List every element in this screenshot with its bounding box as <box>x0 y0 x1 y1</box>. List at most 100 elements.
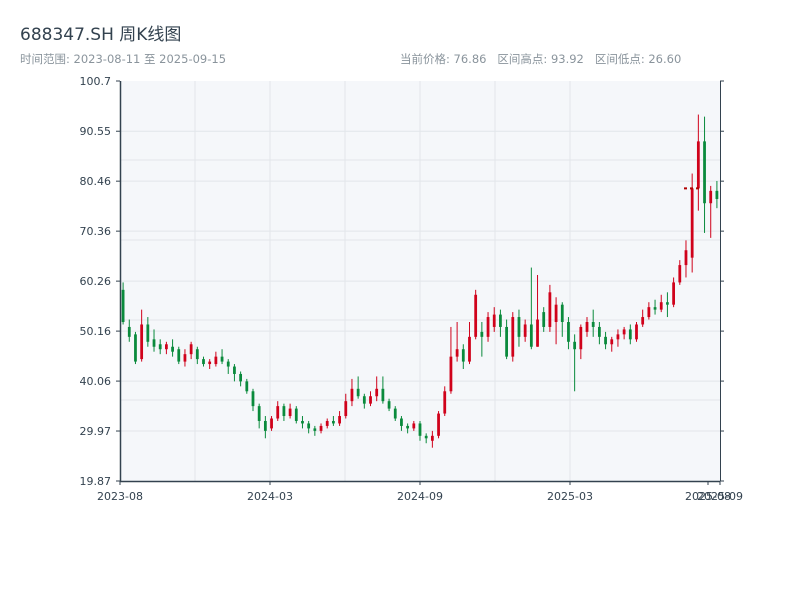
candle-down <box>560 302 564 337</box>
candle-up <box>536 274 539 347</box>
candle-body <box>257 406 261 421</box>
candle-body <box>177 349 181 362</box>
chart-title: 688347.SH 周K线图 <box>20 25 181 45</box>
candle-down <box>604 331 607 350</box>
candle-body <box>146 324 150 342</box>
candle-up <box>319 423 323 434</box>
candle-body <box>412 423 416 429</box>
candle-body <box>362 396 366 404</box>
candle-up <box>375 376 379 402</box>
y-tick-label: 90.55 <box>80 125 112 138</box>
candle-body <box>709 190 713 204</box>
candle-up <box>338 411 341 426</box>
candle-body <box>121 289 125 322</box>
candle-body <box>474 294 478 337</box>
candle-down <box>653 299 657 315</box>
candle-down <box>313 425 317 436</box>
candle-body <box>332 420 335 424</box>
candle-body <box>245 381 249 392</box>
candle-body <box>597 326 601 337</box>
candle-body <box>511 317 515 357</box>
candle-up <box>288 403 292 419</box>
candle-up <box>647 302 651 320</box>
candle-body <box>406 425 410 429</box>
candle-body <box>567 321 570 342</box>
x-axis-ticks: 2023-08 2024-03 2024-09 2025-03 2025-082025-… <box>97 481 743 503</box>
candle-up <box>412 420 416 431</box>
candle-up <box>443 386 447 417</box>
x-tick-label: 2025-03 <box>547 490 593 503</box>
candle-down <box>628 324 632 345</box>
candle-up <box>678 260 682 285</box>
candle-body <box>684 250 688 266</box>
candle-body <box>226 361 230 367</box>
candle-body <box>356 388 360 397</box>
candle-body <box>251 391 255 407</box>
candle-body <box>492 314 496 327</box>
candle-up <box>622 326 626 340</box>
y-tick-label: 19.87 <box>80 475 112 488</box>
candle-up <box>696 114 700 211</box>
candle-body <box>220 356 224 362</box>
candle-down <box>146 317 150 347</box>
candle-down <box>715 180 719 209</box>
candle-body <box>276 406 280 419</box>
candle-up <box>616 329 620 347</box>
candle-down <box>171 339 174 357</box>
candle-up <box>523 319 527 342</box>
candle-body <box>239 373 243 382</box>
candle-body <box>127 326 131 337</box>
candle-body <box>301 420 304 424</box>
candle-body <box>628 329 632 340</box>
candle-up <box>270 416 273 431</box>
candle-down <box>202 356 205 367</box>
candle-down <box>134 331 137 365</box>
candle-up <box>189 341 193 360</box>
candle-up <box>659 294 663 313</box>
candle-body <box>641 317 645 325</box>
candle-body <box>443 391 447 414</box>
candle-up <box>344 393 348 419</box>
candle-body <box>610 339 614 345</box>
price-stats-text: 当前价格: 76.86 区间高点: 93.92 区间低点: 26.60 <box>400 52 681 66</box>
y-tick-label: 100.7 <box>80 75 112 88</box>
candle-up <box>684 240 688 278</box>
candle-down <box>307 420 311 434</box>
candle-up <box>690 173 694 273</box>
candle-body <box>499 314 502 327</box>
candle-body <box>536 319 539 347</box>
candle-up <box>511 312 515 362</box>
candle-up <box>610 336 614 352</box>
candle-body <box>294 408 298 421</box>
candle-body <box>430 435 434 441</box>
candle-body <box>696 141 700 189</box>
candle-body <box>554 304 558 322</box>
candle-up <box>672 277 675 308</box>
candle-body <box>622 329 626 335</box>
candle-down <box>282 403 286 421</box>
candle-body <box>165 344 168 350</box>
candle-body <box>672 282 675 305</box>
candle-up <box>183 349 187 367</box>
candle-body <box>338 416 341 424</box>
candle-up <box>430 430 434 448</box>
candle-down <box>573 334 577 392</box>
candle-down <box>294 406 298 424</box>
candle-up <box>492 307 496 332</box>
candle-body <box>183 354 187 362</box>
candle-down <box>195 346 199 365</box>
candle-body <box>659 302 663 310</box>
candle-body <box>523 324 527 337</box>
candle-down <box>666 292 669 318</box>
candle-down <box>226 359 230 374</box>
candle-down <box>251 388 255 412</box>
candle-body <box>585 321 589 332</box>
candle-up <box>369 391 372 407</box>
candle-body <box>325 420 329 426</box>
candle-body <box>282 406 286 417</box>
candle-body <box>449 356 453 392</box>
x-tick-label: 2025-08 <box>685 490 731 503</box>
candle-down <box>239 371 243 387</box>
candle-body <box>208 361 212 365</box>
